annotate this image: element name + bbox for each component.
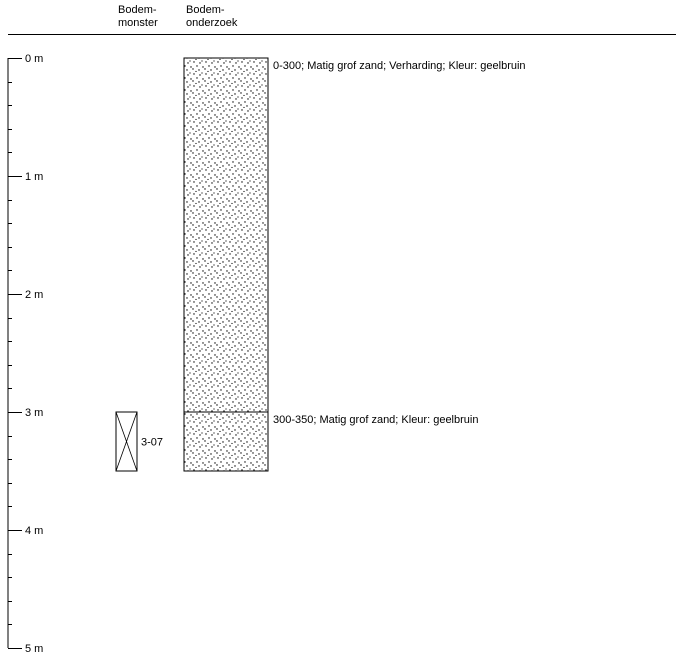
header-bodemmonster: Bodem- monster: [118, 4, 158, 30]
sample-label: 3-07: [141, 437, 163, 449]
soil-layer-description: 300-350; Matig grof zand; Kleur: geelbru…: [273, 414, 478, 426]
depth-label: 4 m: [25, 525, 43, 537]
depth-label: 5 m: [25, 643, 43, 655]
soil-layer-1: [183, 57, 269, 413]
sample-cross-line: [115, 411, 138, 472]
header-bodemonderzoek-line2: onderzoek: [186, 17, 238, 29]
soil-layer-2: [183, 411, 269, 472]
depth-label: 1 m: [25, 171, 43, 183]
header-divider: [8, 34, 676, 35]
header-bodemonderzoek: Bodem- onderzoek: [186, 4, 237, 30]
depth-axis: 0 m 1 m 2 m 3 m 4 m 5 m: [7, 53, 43, 655]
depth-label: 2 m: [25, 289, 43, 301]
header-bodemmonster-line1: Bodem-: [118, 4, 157, 16]
header-bodemonderzoek-line1: Bodem-: [186, 4, 225, 16]
soil-layer-description: 0-300; Matig grof zand; Verharding; Kleu…: [273, 60, 526, 72]
soil-column: 0-300; Matig grof zand; Verharding; Kleu…: [183, 57, 526, 472]
sample-box: [115, 411, 138, 472]
sample-column: 3-07: [115, 411, 163, 472]
header-bodemmonster-line2: monster: [118, 17, 158, 29]
depth-label: 0 m: [25, 53, 43, 65]
depth-label: 3 m: [25, 407, 43, 419]
